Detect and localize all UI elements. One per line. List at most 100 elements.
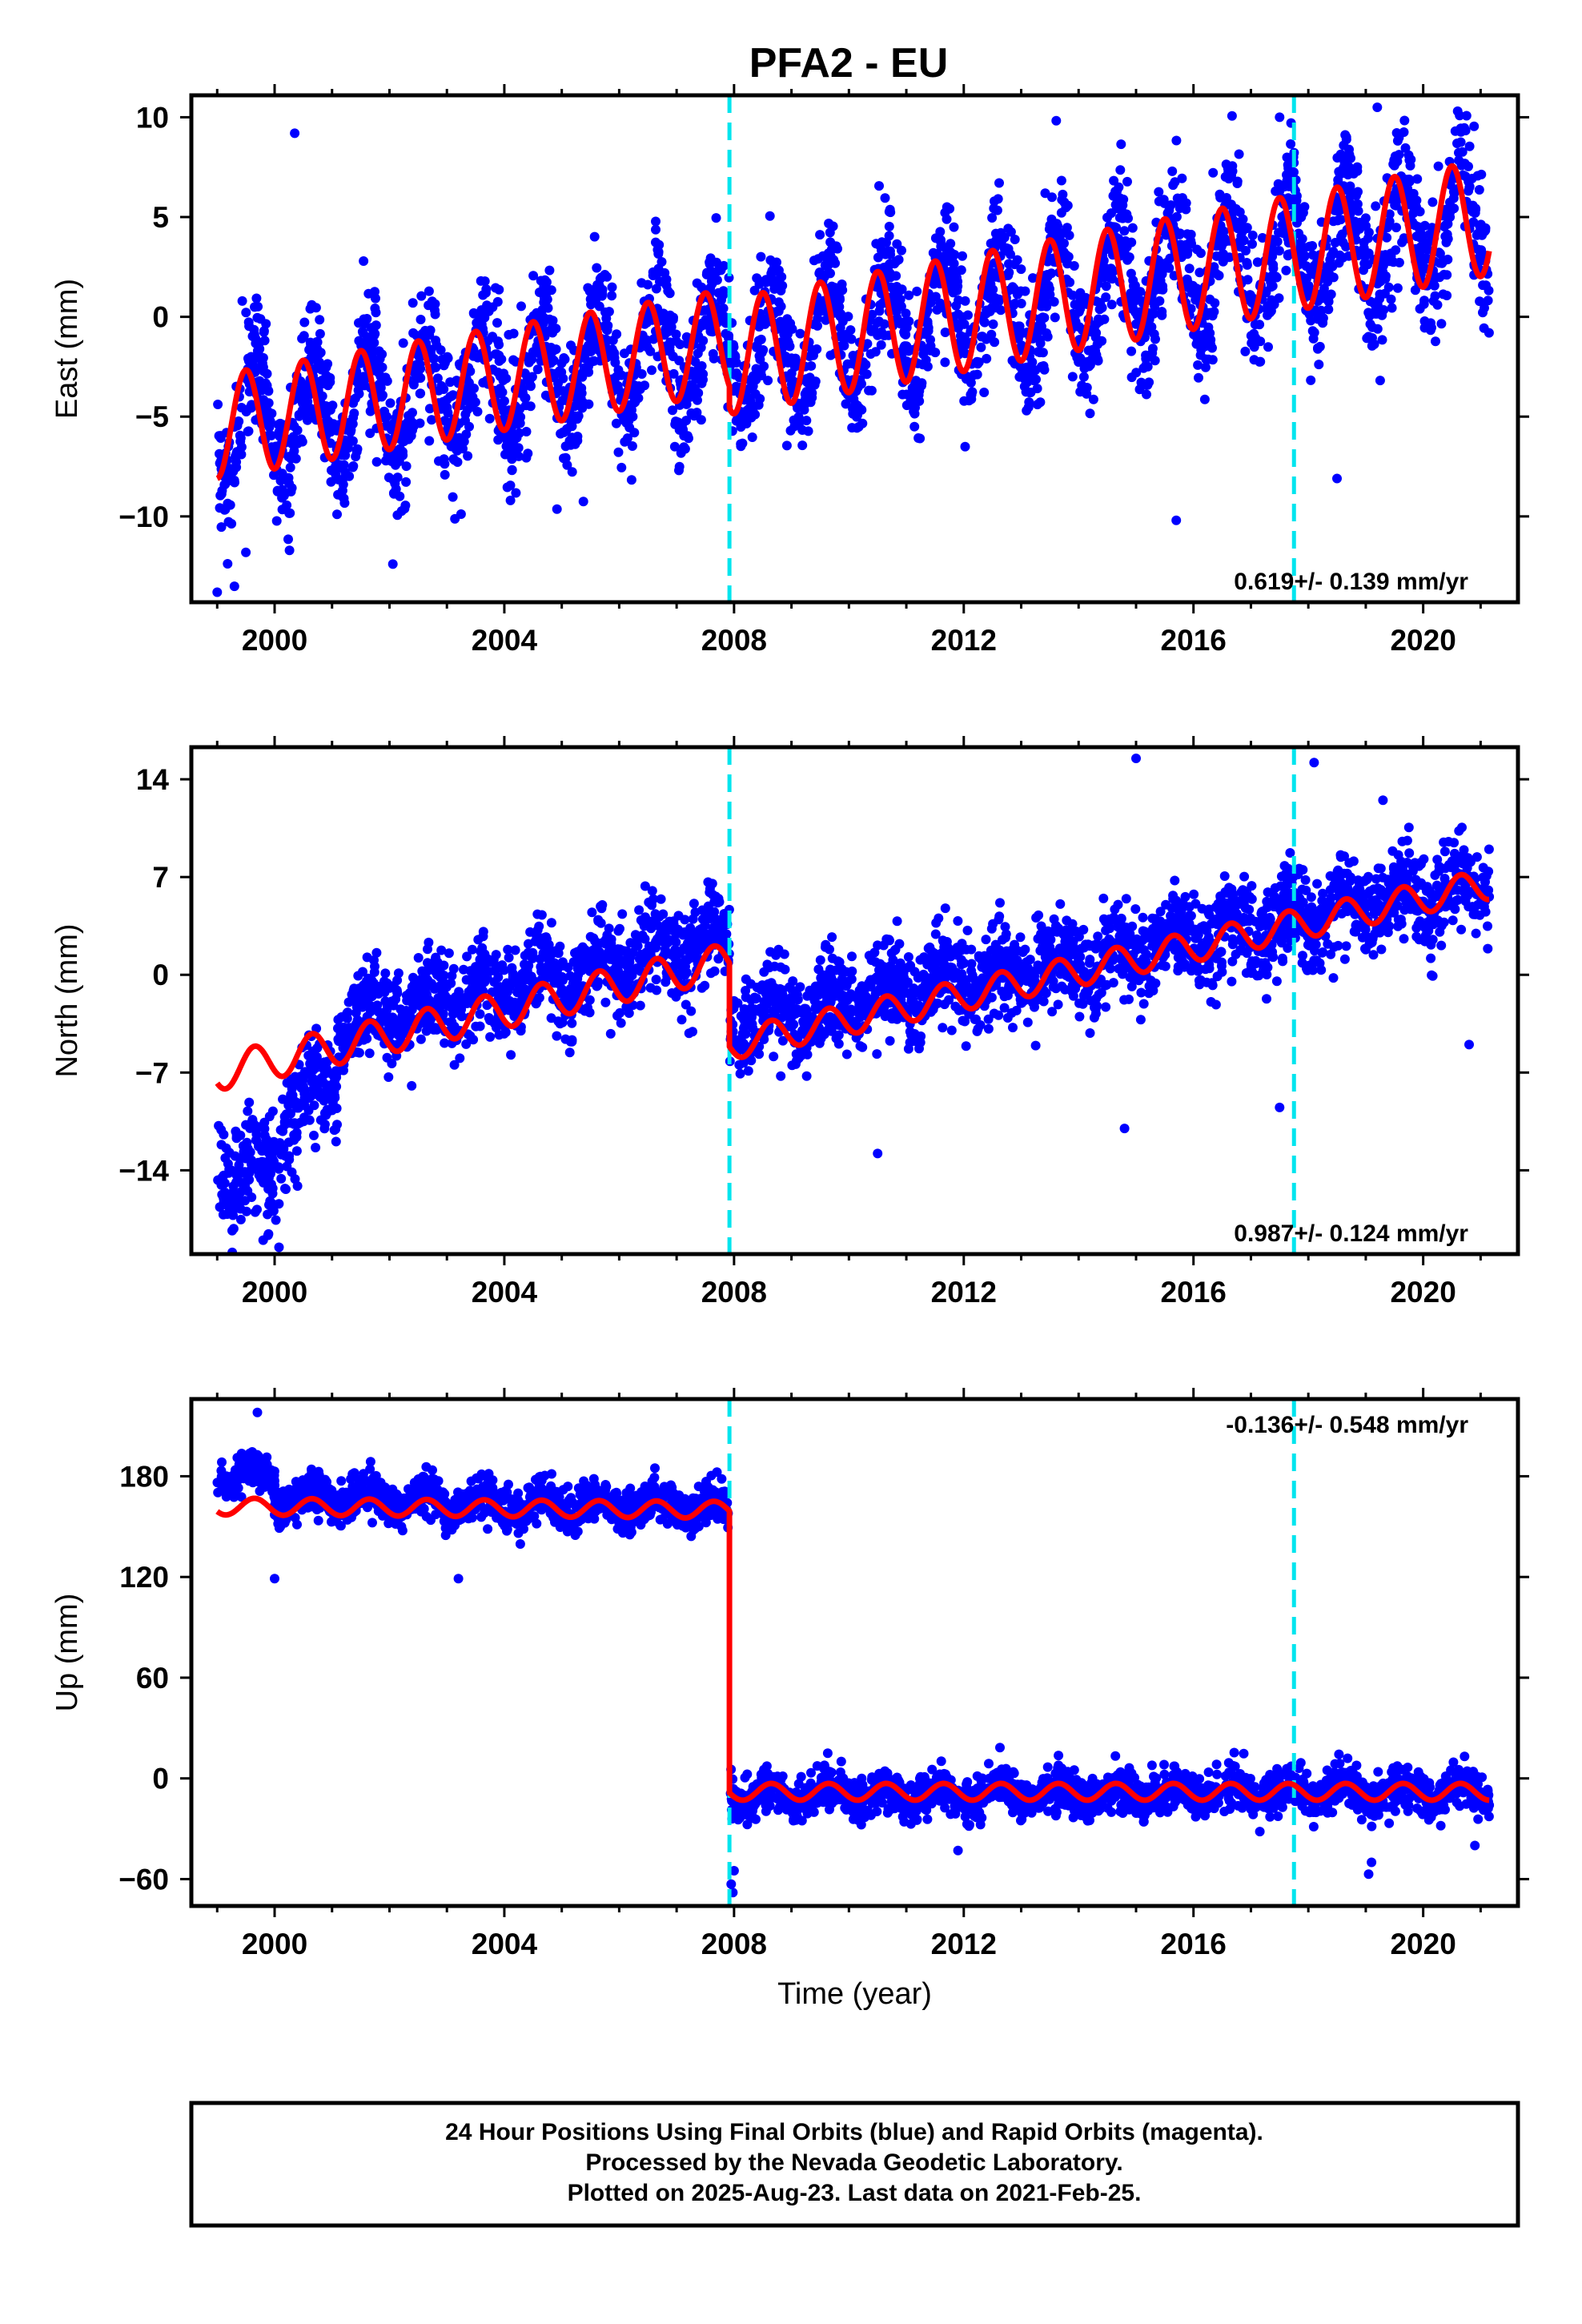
data-point xyxy=(1432,300,1443,310)
data-point xyxy=(271,1215,281,1225)
data-point xyxy=(448,492,458,502)
data-point xyxy=(1249,328,1259,339)
data-point xyxy=(1014,321,1025,332)
data-point xyxy=(291,1132,302,1142)
data-point xyxy=(374,380,384,391)
data-point xyxy=(987,213,998,223)
data-point xyxy=(567,1018,577,1028)
data-point xyxy=(1263,310,1272,320)
data-point xyxy=(438,396,448,407)
data-point xyxy=(238,1140,248,1151)
data-point xyxy=(1464,161,1473,171)
data-point xyxy=(1249,342,1259,352)
data-point xyxy=(1019,381,1030,392)
data-point xyxy=(988,319,998,329)
data-point xyxy=(608,335,618,345)
data-point xyxy=(1016,299,1026,308)
data-point xyxy=(913,433,924,443)
data-point xyxy=(467,402,477,412)
data-point xyxy=(380,996,391,1007)
data-point xyxy=(1267,271,1278,281)
data-point xyxy=(697,318,707,328)
data-point xyxy=(828,240,838,251)
data-point xyxy=(1193,360,1203,370)
data-point xyxy=(416,315,426,324)
data-point xyxy=(592,263,602,273)
data-point xyxy=(496,401,507,412)
data-point xyxy=(407,1080,417,1091)
data-point xyxy=(412,331,422,341)
data-point xyxy=(564,1047,575,1058)
data-point xyxy=(523,448,533,459)
data-point xyxy=(1360,251,1370,262)
data-point xyxy=(536,910,547,920)
data-point xyxy=(1141,380,1151,390)
data-point xyxy=(283,1100,294,1111)
data-point xyxy=(1192,334,1203,344)
data-point xyxy=(711,213,721,223)
data-point xyxy=(656,894,666,904)
data-point xyxy=(557,1017,568,1027)
data-point xyxy=(1166,200,1176,211)
data-point xyxy=(347,989,357,999)
data-point xyxy=(362,332,372,342)
data-point xyxy=(1122,242,1132,252)
data-point xyxy=(332,509,342,520)
data-point xyxy=(1114,182,1124,192)
data-point xyxy=(941,243,951,253)
data-point xyxy=(986,267,996,278)
data-point xyxy=(1004,259,1014,269)
data-point xyxy=(1046,268,1057,279)
data-point xyxy=(1007,282,1018,292)
data-point xyxy=(1277,219,1287,230)
data-point xyxy=(482,1000,492,1011)
data-point xyxy=(940,328,950,337)
data-point xyxy=(292,438,303,448)
data-point xyxy=(1274,246,1284,256)
data-point xyxy=(263,1184,274,1194)
data-point xyxy=(1377,310,1387,320)
data-point xyxy=(1435,248,1445,259)
data-point xyxy=(876,340,886,350)
data-point xyxy=(496,354,507,364)
data-point xyxy=(450,513,460,524)
data-point xyxy=(629,428,640,438)
data-point xyxy=(705,883,715,894)
data-point xyxy=(220,505,231,515)
data-point xyxy=(1457,147,1468,157)
data-point xyxy=(627,441,637,451)
data-point xyxy=(1403,822,1414,833)
data-point xyxy=(953,916,963,926)
data-point xyxy=(862,339,873,349)
data-point xyxy=(475,1009,485,1019)
data-point xyxy=(232,420,243,431)
data-point xyxy=(763,376,773,386)
data-point xyxy=(1012,289,1022,300)
data-point xyxy=(1413,222,1423,232)
data-point xyxy=(909,408,920,419)
data-point xyxy=(387,559,398,569)
data-point xyxy=(600,951,610,962)
data-point xyxy=(1142,389,1151,400)
data-point xyxy=(767,266,777,276)
data-point xyxy=(1392,156,1403,167)
data-point xyxy=(247,1192,257,1202)
data-point xyxy=(1016,264,1026,275)
data-point xyxy=(1215,192,1226,203)
data-point xyxy=(669,441,680,452)
data-point xyxy=(292,425,303,436)
data-point xyxy=(1312,879,1323,889)
data-point xyxy=(932,304,942,315)
data-point xyxy=(322,1104,332,1115)
data-point xyxy=(952,285,962,296)
data-point xyxy=(830,283,841,293)
data-point xyxy=(352,444,363,454)
data-point xyxy=(476,320,487,330)
data-point xyxy=(309,1100,319,1111)
data-point xyxy=(382,412,391,422)
data-point xyxy=(730,352,741,363)
data-point xyxy=(958,251,967,261)
data-point xyxy=(687,380,697,390)
data-point xyxy=(909,421,920,432)
data-point xyxy=(315,315,325,325)
